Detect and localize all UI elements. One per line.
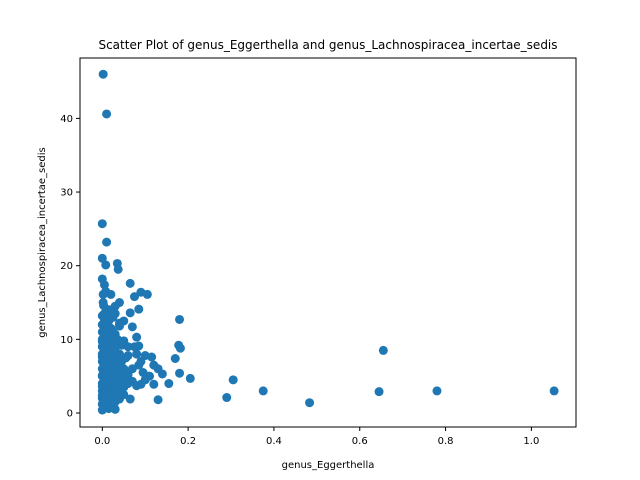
- data-point: [132, 332, 142, 342]
- data-point: [119, 336, 129, 346]
- data-point: [117, 356, 127, 366]
- data-point: [98, 298, 108, 308]
- x-tick-label: 0.0: [94, 436, 110, 447]
- data-point: [142, 289, 152, 299]
- data-point: [129, 292, 139, 302]
- y-tick-label: 0: [67, 409, 73, 420]
- data-point: [374, 387, 384, 397]
- data-point: [123, 379, 133, 389]
- data-point: [549, 386, 559, 396]
- data-point: [106, 289, 116, 299]
- data-point: [98, 289, 108, 299]
- data-point: [102, 312, 112, 322]
- data-point: [153, 395, 163, 405]
- x-tick-label: 0.8: [438, 436, 454, 447]
- data-point: [105, 305, 115, 315]
- x-tick-label: 0.6: [352, 436, 368, 447]
- data-points: [97, 69, 559, 415]
- x-tick-label: 1.0: [523, 436, 539, 447]
- plot-frame: [79, 57, 577, 428]
- y-tick-label: 40: [60, 114, 73, 125]
- data-point: [305, 398, 315, 408]
- data-point: [140, 375, 150, 385]
- data-point: [138, 368, 148, 377]
- data-point: [127, 364, 137, 374]
- plot-area: [80, 58, 576, 427]
- data-point: [97, 219, 107, 229]
- data-point: [98, 69, 108, 79]
- data-point: [114, 318, 124, 328]
- data-point: [123, 351, 133, 361]
- x-axis-label: genus_Eggerthella: [282, 460, 375, 471]
- data-point: [102, 109, 112, 119]
- data-point: [175, 343, 185, 353]
- chart-title: Scatter Plot of genus_Eggerthella and ge…: [98, 38, 557, 52]
- data-point: [114, 349, 124, 359]
- x-tick-label: 0.4: [266, 436, 282, 447]
- y-tick-label: 20: [60, 261, 73, 272]
- data-point: [132, 381, 142, 391]
- data-point: [157, 369, 167, 379]
- y-tick-label: 30: [60, 188, 73, 199]
- data-point: [121, 371, 131, 381]
- data-point: [108, 327, 118, 337]
- data-point: [258, 386, 268, 396]
- data-point: [125, 278, 135, 288]
- y-tick-label: 10: [60, 335, 73, 346]
- y-axis-label: genus_Lachnospiracea_incertae_sedis: [37, 147, 48, 338]
- data-point: [125, 394, 135, 404]
- data-point: [127, 322, 137, 332]
- data-point: [185, 373, 195, 383]
- data-point: [149, 379, 159, 389]
- y-axis-ticks: 0 10 20 30 40: [60, 114, 80, 420]
- data-point: [175, 314, 185, 324]
- x-axis-ticks: 0.0 0.2 0.4 0.6 0.8 1.0: [94, 427, 539, 447]
- data-point: [432, 386, 442, 396]
- data-point: [125, 308, 135, 318]
- data-point: [164, 379, 174, 389]
- data-point: [110, 404, 120, 414]
- data-point: [170, 354, 180, 363]
- data-point: [378, 345, 388, 355]
- data-point: [129, 342, 139, 352]
- data-point: [134, 304, 144, 314]
- x-tick-label: 0.2: [180, 436, 196, 447]
- data-point: [102, 237, 112, 247]
- data-point: [101, 260, 111, 270]
- data-point: [119, 364, 129, 374]
- data-point: [222, 393, 232, 403]
- data-point: [132, 349, 142, 359]
- data-point: [175, 368, 185, 378]
- data-point: [228, 375, 238, 385]
- data-point: [113, 264, 123, 274]
- data-point: [97, 253, 107, 263]
- data-point: [112, 393, 122, 403]
- data-point: [147, 352, 157, 362]
